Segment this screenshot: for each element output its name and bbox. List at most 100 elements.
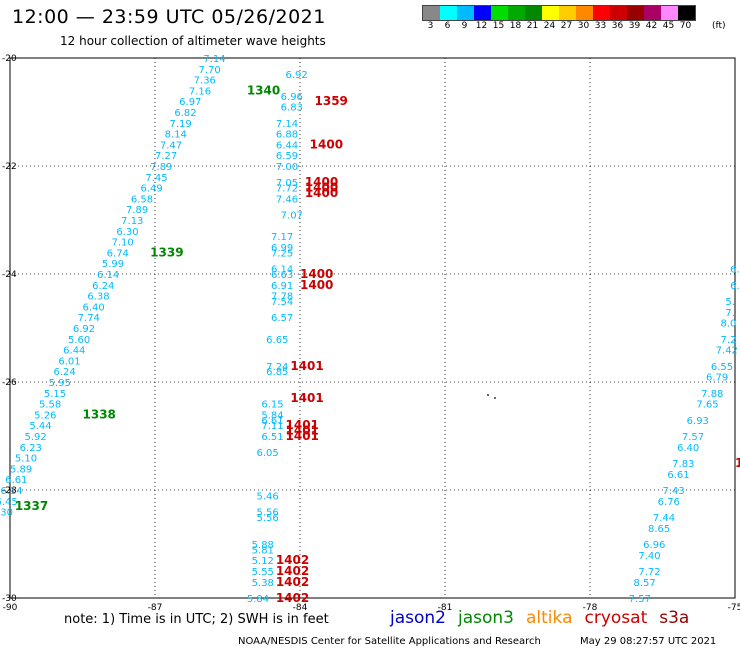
wave-height-label: 6.59	[276, 151, 298, 162]
color-scale-label: 39	[628, 21, 641, 31]
color-scale-label: 45	[662, 21, 675, 31]
color-scale-label: 6	[444, 21, 451, 31]
wave-height-label: 6.91	[271, 281, 293, 292]
wave-height-label: 5.56	[257, 508, 279, 519]
wave-height-label: 6.92	[286, 70, 308, 81]
wave-height-label: 7.44	[653, 513, 675, 524]
y-tick-label: -24	[2, 270, 17, 280]
pass-time-label: 1338	[83, 407, 116, 421]
wave-height-label: 5.10	[15, 454, 37, 465]
wave-height-label: 7.13	[121, 216, 143, 227]
footer-note: note: 1) Time is in UTC; 2) SWH is in fe…	[64, 612, 329, 627]
pass-time-label: 1401	[286, 424, 319, 438]
pass-time-label: 1402	[276, 564, 309, 578]
wave-height-label: 7.57	[682, 432, 704, 443]
color-swatch	[508, 6, 525, 20]
wave-height-label: 7.25	[271, 248, 293, 259]
pass-time-label: 1339	[150, 245, 183, 259]
pass-time-label: 1340	[247, 83, 280, 97]
y-tick-label: -28	[2, 486, 17, 496]
wave-height-label: 6.01	[58, 356, 80, 367]
wave-height-label: 7.72	[276, 184, 298, 195]
color-swatch	[474, 6, 491, 20]
data-point-mark	[487, 394, 489, 396]
color-scale-label: 36	[611, 21, 624, 31]
color-scale-label: 21	[526, 21, 539, 31]
wave-height-label: 7.57	[629, 594, 651, 605]
credit-text: NOAA/NESDIS Center for Satellite Applica…	[238, 636, 541, 647]
wave-height-label: 6.30	[116, 227, 138, 238]
wave-height-label: 7.40	[638, 551, 660, 562]
wave-height-label: 5.60	[68, 335, 90, 346]
wave-height-label: 6.38	[87, 292, 109, 303]
wave-height-label: 5.46	[257, 491, 279, 502]
wave-height-label: 6.65	[266, 335, 288, 346]
wave-height-label: 6.24	[92, 281, 114, 292]
color-swatch	[644, 6, 661, 20]
wave-height-label: 5.38	[252, 578, 274, 589]
x-tick-label: -78	[583, 603, 598, 610]
wave-height-label: 6.92	[73, 324, 95, 335]
wave-height-label: 5.26	[34, 410, 56, 421]
satellite-name-jason2: jason2	[390, 608, 446, 628]
page-title: 12:00 — 23:59 UTC 05/26/2021	[12, 6, 326, 28]
wave-height-label: 6.76	[658, 497, 680, 508]
wave-height-label: 6.58	[131, 194, 153, 205]
wave-height-label: 6.96	[281, 92, 303, 103]
wave-height-label: 6.51	[261, 432, 283, 443]
color-swatch	[593, 6, 610, 20]
wave-height-label: 6.15	[261, 400, 283, 411]
pass-time-label: 1401	[290, 391, 323, 405]
pass-time-label: 1359	[315, 94, 348, 108]
color-swatch	[610, 6, 627, 20]
wave-height-label: 6.57	[271, 313, 293, 324]
wave-height-label: 6.55	[711, 362, 733, 373]
x-tick-label: -84	[293, 603, 308, 610]
wave-height-label: 7.16	[189, 86, 211, 97]
color-scale-label: 3	[427, 21, 434, 31]
y-tick-label: -26	[2, 378, 17, 388]
color-swatch	[491, 6, 508, 20]
wave-height-label: 6.74	[107, 248, 129, 259]
wave-height-label: 8.0	[721, 319, 737, 330]
wave-height-label: 5.92	[25, 432, 47, 443]
pass-time-label: 1402	[276, 553, 309, 567]
wave-height-label: 7.14	[276, 119, 298, 130]
wave-height-label: 7.07	[281, 211, 303, 222]
wave-height-label: 6.44	[63, 346, 85, 357]
color-swatch	[542, 6, 559, 20]
y-tick-label: -20	[2, 54, 17, 64]
wave-height-label: 5.84	[261, 410, 283, 421]
satellite-name-s3a: s3a	[659, 608, 690, 628]
wave-height-label: 6.45	[0, 497, 18, 508]
wave-height-label: 6.40	[83, 302, 105, 313]
color-scale-label: 18	[509, 21, 522, 31]
satellite-name-cryosat: cryosat	[584, 608, 648, 628]
pass-time-label: 1400	[305, 186, 338, 200]
wave-height-label: 6.	[730, 265, 740, 276]
wave-height-label: 6.61	[5, 475, 27, 486]
wave-height-label: 5.12	[252, 556, 274, 567]
satellite-name-jason3: jason3	[458, 608, 514, 628]
wave-height-label: 6.14	[0, 486, 22, 497]
wave-height-label: 7.10	[112, 238, 134, 249]
wave-height-label: 6.44	[276, 140, 298, 151]
wave-height-label: 7.00	[276, 162, 298, 173]
wave-height-label: 7.78	[271, 292, 293, 303]
color-scale-label: 24	[543, 21, 556, 31]
color-scale-label: 30	[577, 21, 590, 31]
wave-height-label: 8.57	[634, 578, 656, 589]
x-tick-label: -81	[438, 603, 453, 610]
wave-height-label: 8.14	[165, 130, 187, 141]
wave-height-label: 6.05	[257, 448, 279, 459]
color-scale-label: 12	[475, 21, 488, 31]
color-scale-label: 27	[560, 21, 573, 31]
page-subtitle: 12 hour collection of altimeter wave hei…	[60, 34, 326, 48]
wave-height-label: 7.2	[721, 335, 737, 346]
wave-height-label: 5.30	[0, 508, 13, 519]
wave-height-label: 7.46	[276, 194, 298, 205]
color-scale-label: 15	[492, 21, 505, 31]
wave-height-label: 7.	[725, 308, 735, 319]
color-swatch	[525, 6, 542, 20]
wave-height-label: 6.61	[667, 470, 689, 481]
